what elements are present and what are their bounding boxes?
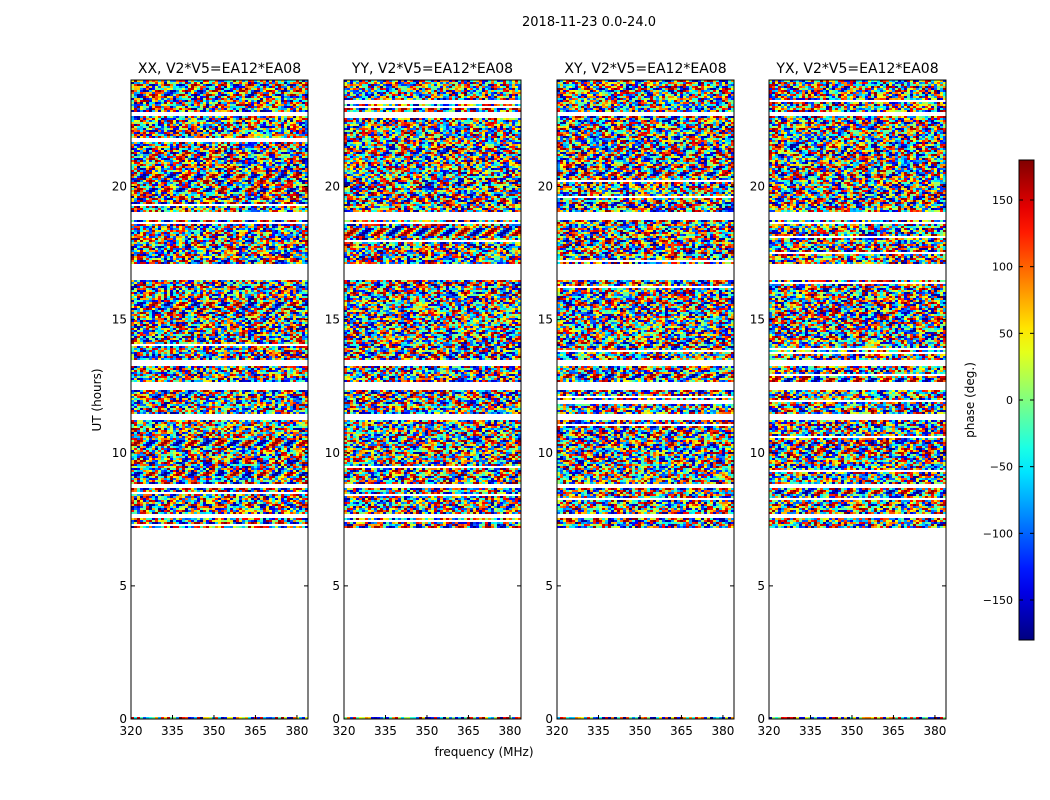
colorbar: −150 −100 −50 0 50 100 150	[983, 159, 1035, 641]
x-tick-label: 335	[587, 724, 610, 738]
colorbar-tick-label: 150	[992, 194, 1013, 207]
x-tick-label: 335	[799, 724, 822, 738]
x-tick-label: 365	[882, 724, 905, 738]
panel-title: YY, V2*V5=EA12*EA08	[351, 61, 513, 77]
y-tick-label: 20	[112, 180, 127, 194]
y-tick-label: 5	[332, 579, 340, 593]
x-tick-label: 380	[285, 724, 308, 738]
x-tick-label: 320	[546, 724, 569, 738]
colorbar-tick-label: 0	[1006, 394, 1013, 407]
x-tick-label: 320	[333, 724, 356, 738]
x-tick-label: 365	[457, 724, 480, 738]
panel-frame	[130, 79, 309, 720]
y-tick-label: 5	[545, 579, 553, 593]
y-tick-label: 0	[545, 712, 553, 726]
x-tick-label: 365	[670, 724, 693, 738]
panel-frame	[343, 79, 522, 720]
y-tick-label: 20	[325, 180, 340, 194]
panel-title: XY, V2*V5=EA12*EA08	[564, 61, 726, 77]
y-tick-label: 5	[757, 579, 765, 593]
colorbar-tick-label: 100	[992, 261, 1013, 274]
y-tick-label: 15	[538, 313, 553, 327]
y-tick-label: 0	[119, 712, 127, 726]
y-tick-label: 20	[750, 180, 765, 194]
y-tick-label: 15	[750, 313, 765, 327]
colorbar-label: phase (deg.)	[963, 362, 977, 438]
panel-heatmap-image	[344, 80, 521, 719]
x-tick-label: 350	[416, 724, 439, 738]
x-tick-label: 335	[374, 724, 397, 738]
panel-heatmap-image	[769, 80, 946, 719]
panel-xy: XY, V2*V5=EA12*EA08 320 335 350 365 380 0 5 10 15…	[538, 61, 735, 738]
y-tick-label: 0	[757, 712, 765, 726]
y-tick-label: 20	[538, 180, 553, 194]
x-tick-label: 365	[244, 724, 267, 738]
y-axis-label: UT (hours)	[90, 368, 104, 431]
panel-xx: XX, V2*V5=EA12*EA08 320 335 350 365 380 0 5 10 15…	[112, 61, 309, 738]
x-tick-label: 320	[758, 724, 781, 738]
x-tick-label: 380	[711, 724, 734, 738]
y-tick-label: 10	[112, 446, 127, 460]
panels-group: XX, V2*V5=EA12*EA08 320 335 350 365 380 0 5 10 15…	[112, 61, 947, 738]
panel-frame	[556, 79, 735, 720]
y-tick-label: 0	[332, 712, 340, 726]
x-tick-label: 380	[923, 724, 946, 738]
x-tick-label: 320	[120, 724, 143, 738]
x-tick-label: 350	[629, 724, 652, 738]
y-tick-label: 15	[112, 313, 127, 327]
colorbar-tick-label: −150	[983, 594, 1013, 607]
y-tick-label: 10	[750, 446, 765, 460]
panel-title: XX, V2*V5=EA12*EA08	[138, 61, 301, 77]
x-tick-label: 380	[498, 724, 521, 738]
panel-yx: YX, V2*V5=EA12*EA08 320 335 350 365 380 0 5 10 15…	[750, 61, 947, 738]
panel-title: YX, V2*V5=EA12*EA08	[775, 61, 938, 77]
colorbar-tick-label: −100	[983, 527, 1013, 540]
x-axis-label: frequency (MHz)	[434, 745, 533, 759]
panel-frame	[768, 79, 947, 720]
panel-heatmap-image	[131, 80, 308, 719]
y-tick-label: 15	[325, 313, 340, 327]
x-tick-label: 335	[161, 724, 184, 738]
y-tick-label: 5	[119, 579, 127, 593]
panel-heatmap-image	[557, 80, 734, 719]
y-tick-label: 10	[325, 446, 340, 460]
colorbar-tick-label: −50	[990, 461, 1013, 474]
x-tick-label: 350	[841, 724, 864, 738]
y-tick-label: 10	[538, 446, 553, 460]
panel-yy: YY, V2*V5=EA12*EA08 320 335 350 365 380 0 5 10 15…	[325, 61, 522, 738]
x-tick-label: 350	[203, 724, 226, 738]
colorbar-tick-label: 50	[999, 327, 1013, 340]
figure-suptitle: 2018-11-23 0.0-24.0	[522, 15, 656, 30]
